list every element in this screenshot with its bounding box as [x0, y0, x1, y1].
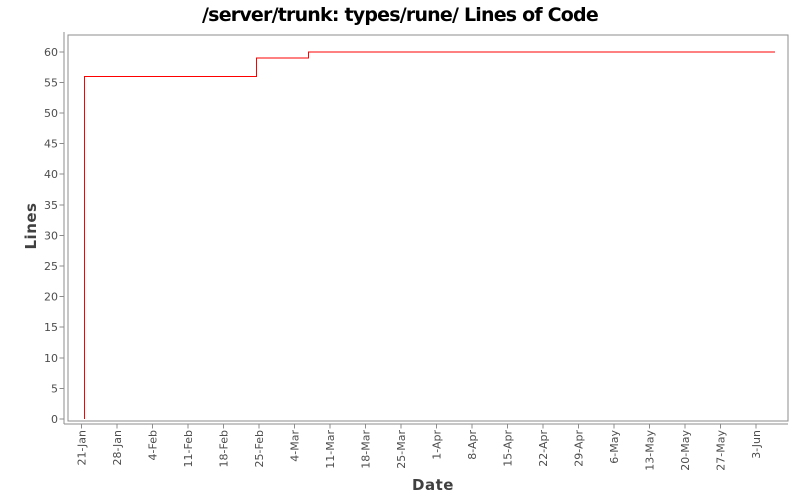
x-tick-label: 29-Apr [572, 430, 585, 467]
x-tick-label: 25-Feb [253, 430, 266, 467]
x-tick-label: 6-May [608, 430, 621, 464]
x-tick-label: 25-Mar [395, 430, 408, 469]
x-tick-label: 8-Apr [466, 430, 479, 460]
y-tick-label: 45 [44, 138, 58, 151]
y-tick-label: 60 [44, 46, 58, 59]
x-tick-label: 18-Mar [359, 430, 372, 469]
x-tick-label: 11-Mar [324, 430, 337, 469]
y-tick-label: 35 [44, 199, 58, 212]
x-tick-label: 27-May [714, 430, 727, 471]
y-tick-label: 0 [51, 413, 58, 426]
chart-title: /server/trunk: types/rune/ Lines of Code [202, 4, 599, 26]
y-tick-label: 40 [44, 168, 58, 181]
y-tick-label: 15 [44, 321, 58, 334]
x-tick-label: 1-Apr [430, 430, 443, 460]
x-axis-title: Date [412, 476, 454, 494]
y-tick-label: 20 [44, 291, 58, 304]
x-tick-label: 3-Jun [750, 430, 763, 459]
y-tick-label: 25 [44, 260, 58, 273]
loc-series-line [84, 51, 776, 419]
y-tick-label: 10 [44, 352, 58, 365]
y-tick-label: 30 [44, 229, 58, 242]
plot-frame [67, 34, 789, 422]
x-tick-label: 13-May [643, 430, 656, 471]
x-tick-label: 11-Feb [182, 430, 195, 467]
x-tick-label: 18-Feb [217, 430, 230, 467]
x-tick-label: 15-Apr [501, 430, 514, 467]
x-tick-label: 20-May [679, 430, 692, 471]
y-tick-label: 50 [44, 107, 58, 120]
x-tick-label: 22-Apr [537, 430, 550, 467]
y-tick-label: 5 [51, 382, 58, 395]
y-axis-title: Lines [22, 202, 40, 250]
x-tick-label: 4-Mar [288, 430, 301, 462]
y-tick-label: 55 [44, 76, 58, 89]
x-tick-label: 21-Jan [76, 430, 89, 466]
x-tick-label: 28-Jan [111, 430, 124, 466]
x-tick-label: 4-Feb [146, 430, 159, 460]
